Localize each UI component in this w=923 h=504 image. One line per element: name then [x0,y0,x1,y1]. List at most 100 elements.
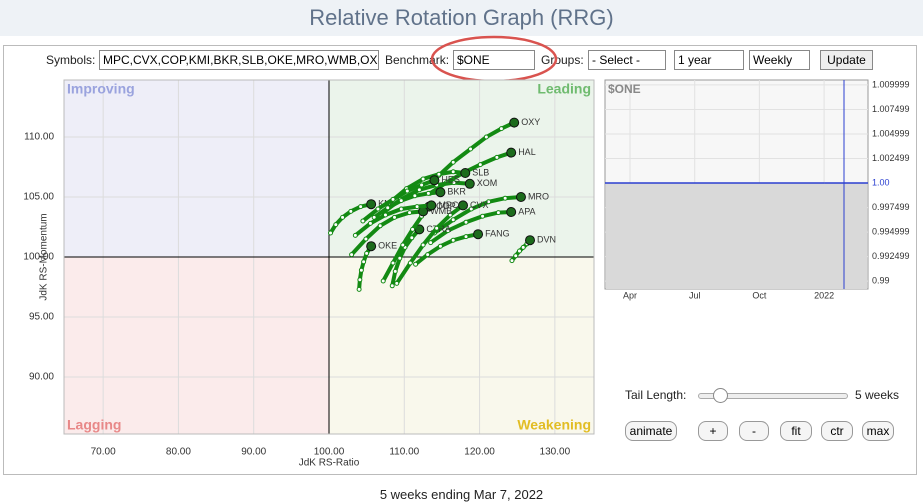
tail-point [520,244,526,250]
quadrant [64,80,329,257]
tail-point [356,286,362,292]
tail-point [333,222,339,228]
x-tick-label: 120.00 [464,447,495,458]
slider-track[interactable] [698,393,848,399]
x-tick-label: Apr [623,290,637,300]
tail-point [389,283,395,289]
tail-point [413,261,419,267]
control-button[interactable]: max [862,421,894,441]
y-tick-label: 1.009999 [872,79,910,89]
symbol-label: MRO [528,191,549,201]
tail-point [450,217,456,223]
tail-point [494,154,500,160]
tail-point [468,206,474,212]
tail-point [498,126,504,132]
y-tick-label: 0.994999 [872,226,910,236]
tail-point [451,180,457,186]
symbol-label: DVN [537,235,556,245]
tail-point [463,234,469,240]
head-point [506,147,517,158]
symbols-label: Symbols: [46,53,96,67]
y-tick-label: 1.007499 [872,104,910,114]
tail-point [428,240,434,246]
tail-point [480,213,486,219]
control-button[interactable]: + [698,421,728,441]
symbol-label: CVX [470,200,489,210]
tail-label: Tail Length: [625,388,687,402]
tail-point [425,190,431,196]
tail-point [364,250,370,256]
tail-point [436,171,442,177]
tail-point [377,223,383,229]
tail-point [516,248,522,254]
head-point [473,229,484,240]
tail-point [409,235,415,241]
symbol-label: WMB [430,206,452,216]
tail-point [398,198,404,204]
symbol-label: SLB [472,167,489,177]
head-point [435,187,446,198]
x-axis-label: JdK RS-Ratio [299,458,360,469]
tail-point [468,146,474,152]
tail-point [450,237,456,243]
quadrant-label: Lagging [67,417,121,433]
symbol-label: COP [436,201,456,211]
tail-point [502,195,508,201]
quadrant [329,80,594,257]
y-tick-label: 0.992499 [872,251,910,261]
y-tick-label: 100.00 [23,252,54,263]
quadrant [64,257,329,434]
tail-point [357,277,363,283]
tail-point [450,169,456,175]
control-button[interactable]: animate [625,421,677,441]
tail-point [437,243,443,249]
tail-point [450,159,456,165]
tail-point [382,212,388,218]
y-tick-label: 1.00 [872,177,890,187]
symbol-label: XOM [477,178,498,188]
head-point [429,175,440,186]
update-button[interactable]: Update [820,50,873,70]
period-select[interactable]: 1 year [674,50,744,70]
y-axis-label: JdK RS-Momentum [39,213,50,300]
groups-select[interactable]: - Select - [588,50,666,70]
y-tick-label: 105.00 [23,192,54,203]
symbol-label: APA [518,206,535,216]
head-point [458,200,469,211]
tail-point [328,230,334,236]
y-tick-label: 1.004999 [872,128,910,138]
quadrant [329,257,594,434]
title-bar: Relative Rotation Graph (RRG) [0,0,923,36]
x-tick-label: 80.00 [166,447,191,458]
control-button[interactable]: ctr [821,421,853,441]
tail-point [360,218,366,224]
tail-point [412,193,418,199]
slider-knob[interactable] [713,388,728,403]
symbol-label: OKE [378,241,397,251]
x-tick-label: 70.00 [91,447,116,458]
tail-line [432,195,523,235]
tail-point [398,206,404,212]
mini-chart-title: $ONE [608,82,641,96]
control-button[interactable]: - [739,421,769,441]
symbol-label: OXY [521,117,540,127]
control-button[interactable]: fit [780,421,812,441]
tail-point [361,259,367,265]
head-point [525,235,536,246]
tail-point [392,268,398,274]
head-point [426,200,437,211]
x-tick-label: Oct [752,290,767,300]
tail-point [447,212,453,218]
y-tick-label: 110.00 [24,132,54,143]
footer: 5 weeks ending Mar 7, 2022 [379,487,544,502]
head-point [509,117,520,128]
symbols-input[interactable]: MPC,CVX,COP,KMI,BKR,SLB,OKE,MRO,WMB,OX [99,50,379,70]
frequency-select[interactable]: Weekly [749,50,810,70]
tail-point [352,232,358,238]
head-point [464,178,475,189]
quadrant-label: Improving [67,81,135,97]
plot-border [63,79,595,435]
head-point [515,192,526,202]
quadrant-label: Weakening [517,417,591,433]
